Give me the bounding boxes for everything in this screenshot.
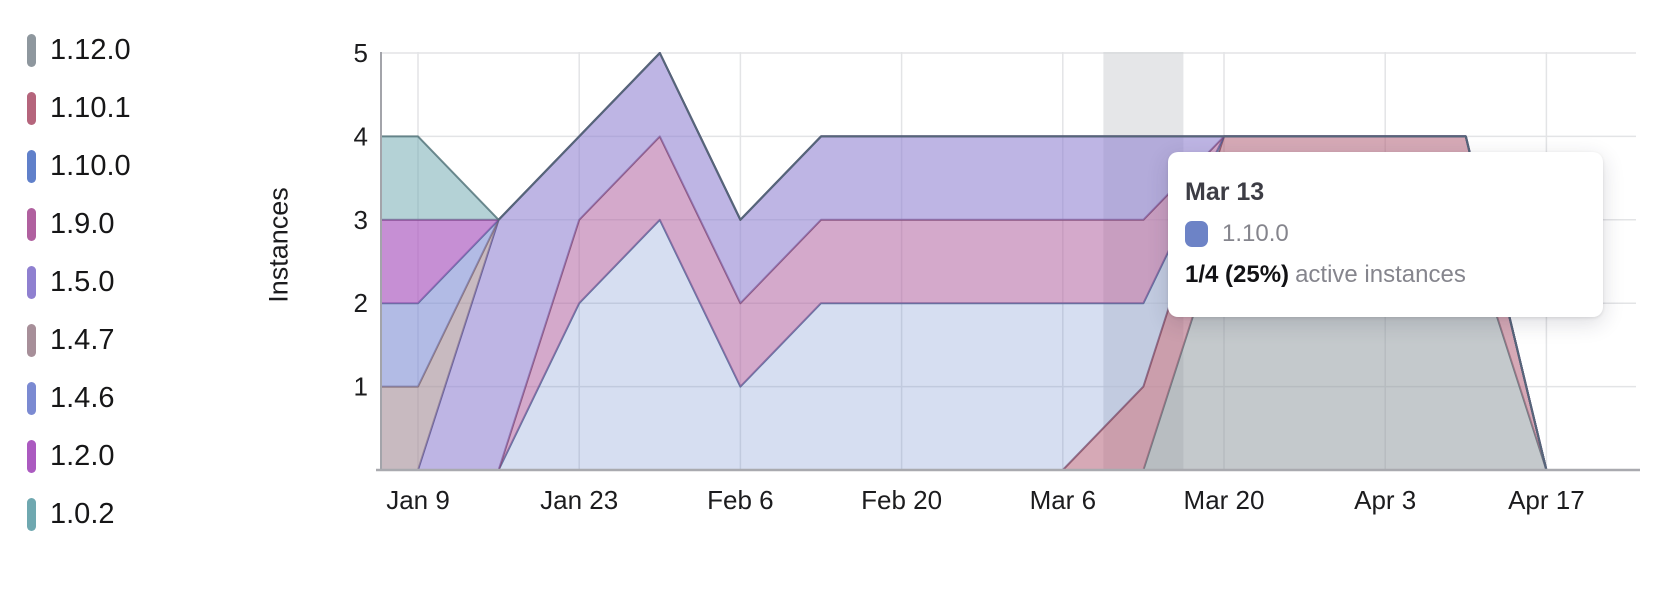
legend-swatch	[27, 382, 36, 415]
x-tick-label: Apr 17	[1508, 485, 1585, 515]
legend-swatch	[27, 440, 36, 473]
y-tick-label: 4	[354, 121, 368, 151]
legend-item-1.10.0[interactable]: 1.10.0	[27, 150, 131, 183]
legend-item-label: 1.5.0	[50, 266, 115, 298]
legend-item-label: 1.10.0	[50, 150, 131, 182]
tooltip-value-fraction: 1/4 (25%)	[1185, 260, 1290, 288]
legend-swatch	[27, 92, 36, 125]
legend-item-label: 1.12.0	[50, 34, 131, 66]
legend-item-1.5.0[interactable]: 1.5.0	[27, 266, 131, 299]
area-1.9.0[interactable]	[381, 136, 1627, 470]
x-tick-label: Feb 20	[861, 485, 942, 515]
area-1.5.0[interactable]	[381, 53, 1627, 470]
legend-item-label: 1.4.6	[50, 382, 115, 414]
tooltip-value-suffix: active instances	[1295, 260, 1466, 288]
y-axis-title: Instances	[263, 187, 294, 303]
y-tick-label: 3	[354, 205, 368, 235]
legend-item-1.12.0[interactable]: 1.12.0	[27, 34, 131, 67]
legend-swatch	[27, 208, 36, 241]
legend-item-1.9.0[interactable]: 1.9.0	[27, 208, 131, 241]
legend-item-label: 1.0.2	[50, 498, 115, 530]
x-tick-label: Mar 20	[1184, 485, 1265, 515]
x-tick-label: Feb 6	[707, 485, 774, 515]
legend-item-1.10.1[interactable]: 1.10.1	[27, 92, 131, 125]
tooltip-series-row: 1.10.0	[1185, 220, 1585, 248]
tooltip-series-swatch-icon	[1185, 220, 1208, 247]
y-tick-label: 5	[354, 38, 368, 68]
legend-swatch	[27, 498, 36, 531]
legend-item-1.4.6[interactable]: 1.4.6	[27, 382, 131, 415]
legend-item-1.4.7[interactable]: 1.4.7	[27, 324, 131, 357]
tooltip-value: 1/4 (25%) active instances	[1185, 261, 1585, 289]
legend-item-label: 1.9.0	[50, 208, 115, 240]
legend-item-1.2.0[interactable]: 1.2.0	[27, 440, 131, 473]
legend-item-label: 1.2.0	[50, 440, 115, 472]
tooltip-date: Mar 13	[1185, 178, 1265, 206]
legend-item-label: 1.10.1	[50, 92, 131, 124]
y-tick-label: 1	[354, 372, 368, 402]
legend: 1.12.0 1.10.1 1.10.0 1.9.0 1.5.0 1.4.7 1…	[27, 34, 131, 531]
y-tick-label: 2	[354, 288, 368, 318]
tooltip-series-label: 1.10.0	[1222, 219, 1289, 247]
legend-item-label: 1.4.7	[50, 324, 115, 356]
x-tick-label: Mar 6	[1030, 485, 1096, 515]
legend-swatch	[27, 34, 36, 67]
x-tick-label: Apr 3	[1354, 485, 1416, 515]
x-tick-label: Jan 9	[386, 485, 450, 515]
legend-swatch	[27, 266, 36, 299]
x-tick-label: Jan 23	[540, 485, 618, 515]
tooltip: Mar 13 1.10.0 1/4 (25%) active instances	[1168, 152, 1603, 317]
legend-swatch	[27, 150, 36, 183]
legend-swatch	[27, 324, 36, 357]
line-1.0.2	[381, 52, 1627, 471]
legend-item-1.0.2[interactable]: 1.0.2	[27, 498, 131, 531]
